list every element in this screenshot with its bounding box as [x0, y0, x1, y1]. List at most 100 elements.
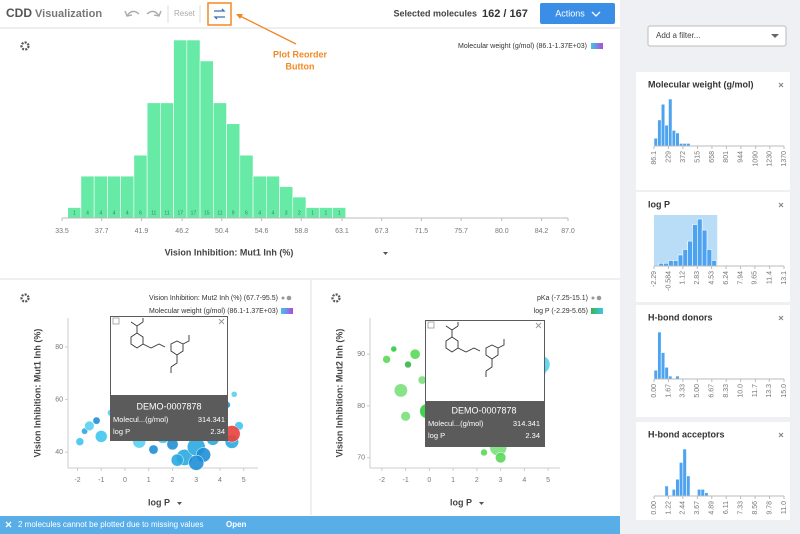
footer-message: 2 molecules cannot be plotted due to mis…: [18, 520, 203, 529]
histogram-bar: [199, 60, 214, 219]
filter-remove[interactable]: [778, 432, 784, 438]
histogram-bar: [701, 229, 708, 267]
x-tick-label: 801: [723, 151, 730, 163]
add-filter-placeholder[interactable]: Add a filter...: [656, 31, 700, 40]
tooltip-close[interactable]: [535, 322, 542, 329]
legend-size-symbol: [281, 295, 292, 301]
scatter-point: [148, 444, 159, 455]
histogram-bar: [657, 331, 662, 380]
y-tick-label: 90: [357, 351, 365, 358]
x-tick-label: 87.0: [561, 228, 575, 235]
histogram-bar: [660, 103, 666, 147]
bar-value-label: 11: [217, 210, 222, 216]
histogram-bar: [653, 369, 658, 380]
bar-value-label: 1: [73, 210, 76, 216]
x-tick-label: -2: [379, 477, 385, 484]
add-filter-select[interactable]: [647, 25, 787, 47]
reorder-highlight: [207, 2, 232, 26]
histogram-bar: [678, 462, 684, 497]
x-tick-label: 1090: [752, 151, 759, 167]
tooltip-settings[interactable]: [427, 321, 435, 329]
dropdown-caret[interactable]: [383, 252, 388, 255]
reset-button[interactable]: Reset: [174, 9, 196, 18]
histogram-bar: [677, 254, 684, 267]
x-tick-label: 8.33: [723, 384, 730, 398]
x-tick-label: -2.29: [651, 271, 658, 287]
x-tick-label: 58.8: [294, 228, 308, 235]
undo-button[interactable]: [124, 10, 140, 17]
annotation-line: Plot Reorder: [273, 49, 328, 59]
filter-remove[interactable]: [778, 82, 784, 88]
tooltip-row-value: 2.34: [210, 427, 225, 436]
histogram-bar: [664, 124, 669, 147]
bar-value-label: 4: [126, 210, 129, 216]
scatter-point: [404, 360, 412, 369]
tooltip-close[interactable]: [218, 318, 225, 325]
x-tick-label: 67.3: [375, 228, 389, 235]
histogram-bar: [186, 39, 201, 219]
footer-link[interactable]: Open: [226, 520, 247, 529]
bar-value-label: 15: [204, 210, 210, 216]
x-tick-label: -2: [74, 477, 80, 484]
histogram-bar: [664, 366, 669, 380]
histogram-bar: [697, 488, 702, 497]
x-tick-label: 1: [451, 477, 455, 484]
x-tick-label: 11.7: [752, 384, 759, 397]
x-axis-label: log P: [148, 497, 170, 507]
x-tick-label: 0: [427, 477, 431, 484]
histogram-bar: [711, 260, 717, 267]
x-tick-label: 5.00: [694, 384, 701, 398]
x-tick-label: 4.53: [708, 271, 715, 285]
y-axis-label: Vision Inhibition: Mut2 Inh (%): [334, 329, 344, 458]
settings-icon[interactable]: [20, 293, 30, 303]
x-axis-label: Vision Inhibition: Mut1 Inh (%): [165, 247, 294, 257]
settings-icon[interactable]: [20, 41, 30, 51]
x-tick-label: 86.1: [651, 151, 658, 165]
x-tick-label: 13.1: [781, 271, 788, 285]
x-tick-label: 33.5: [55, 228, 69, 235]
x-tick-label: 37.7: [95, 228, 109, 235]
legend-entry: pKa (-7.25-15.1): [537, 295, 588, 302]
x-tick-label: 4: [522, 477, 526, 484]
tooltip-settings[interactable]: [112, 317, 120, 325]
molecule-structure: [445, 322, 505, 377]
annotation-arrowhead: [236, 14, 243, 19]
x-tick-label: 2: [171, 477, 175, 484]
redo-button[interactable]: [146, 10, 162, 17]
filter-card: [636, 422, 790, 520]
y-tick-label: 80: [55, 344, 63, 351]
legend-swatch: [591, 43, 603, 49]
scatter-point: [170, 453, 184, 467]
x-tick-label: 3: [194, 477, 198, 484]
settings-icon[interactable]: [331, 293, 341, 303]
bar-value-label: 6: [139, 210, 142, 216]
scatter-point: [84, 420, 95, 431]
histogram-bar: [660, 352, 666, 380]
plot-reorder-button[interactable]: [213, 8, 226, 20]
histogram-bar: [226, 123, 241, 219]
filter-remove[interactable]: [778, 202, 784, 208]
scatter-point: [390, 345, 397, 353]
bar-value-label: 9: [232, 210, 235, 216]
logo-brand: CDD: [6, 6, 32, 20]
filter-title: H-bond donors: [648, 312, 713, 322]
bar-value-label: 17: [177, 210, 183, 216]
filter-remove[interactable]: [778, 315, 784, 321]
x-tick-label: 2.44: [680, 501, 687, 515]
x-tick-label: 7.94: [737, 271, 744, 285]
histogram-bar: [671, 130, 676, 147]
histogram-bar: [671, 488, 676, 497]
filter-title: log P: [648, 199, 670, 209]
footer-close[interactable]: [5, 521, 12, 528]
tooltip-structure-area: [426, 321, 544, 401]
x-tick-label: 46.2: [175, 228, 189, 235]
y-tick-label: 70: [357, 454, 365, 461]
actions-button[interactable]: [540, 3, 615, 24]
tooltip-card: DEMO-0007878 Molecul...(g/mol) 314.341 log …: [425, 320, 545, 447]
tooltip-row-label: log P: [428, 431, 445, 440]
histogram-bar: [657, 119, 662, 147]
actions-label[interactable]: Actions: [555, 8, 585, 18]
x-tick-label: 229: [665, 151, 672, 163]
